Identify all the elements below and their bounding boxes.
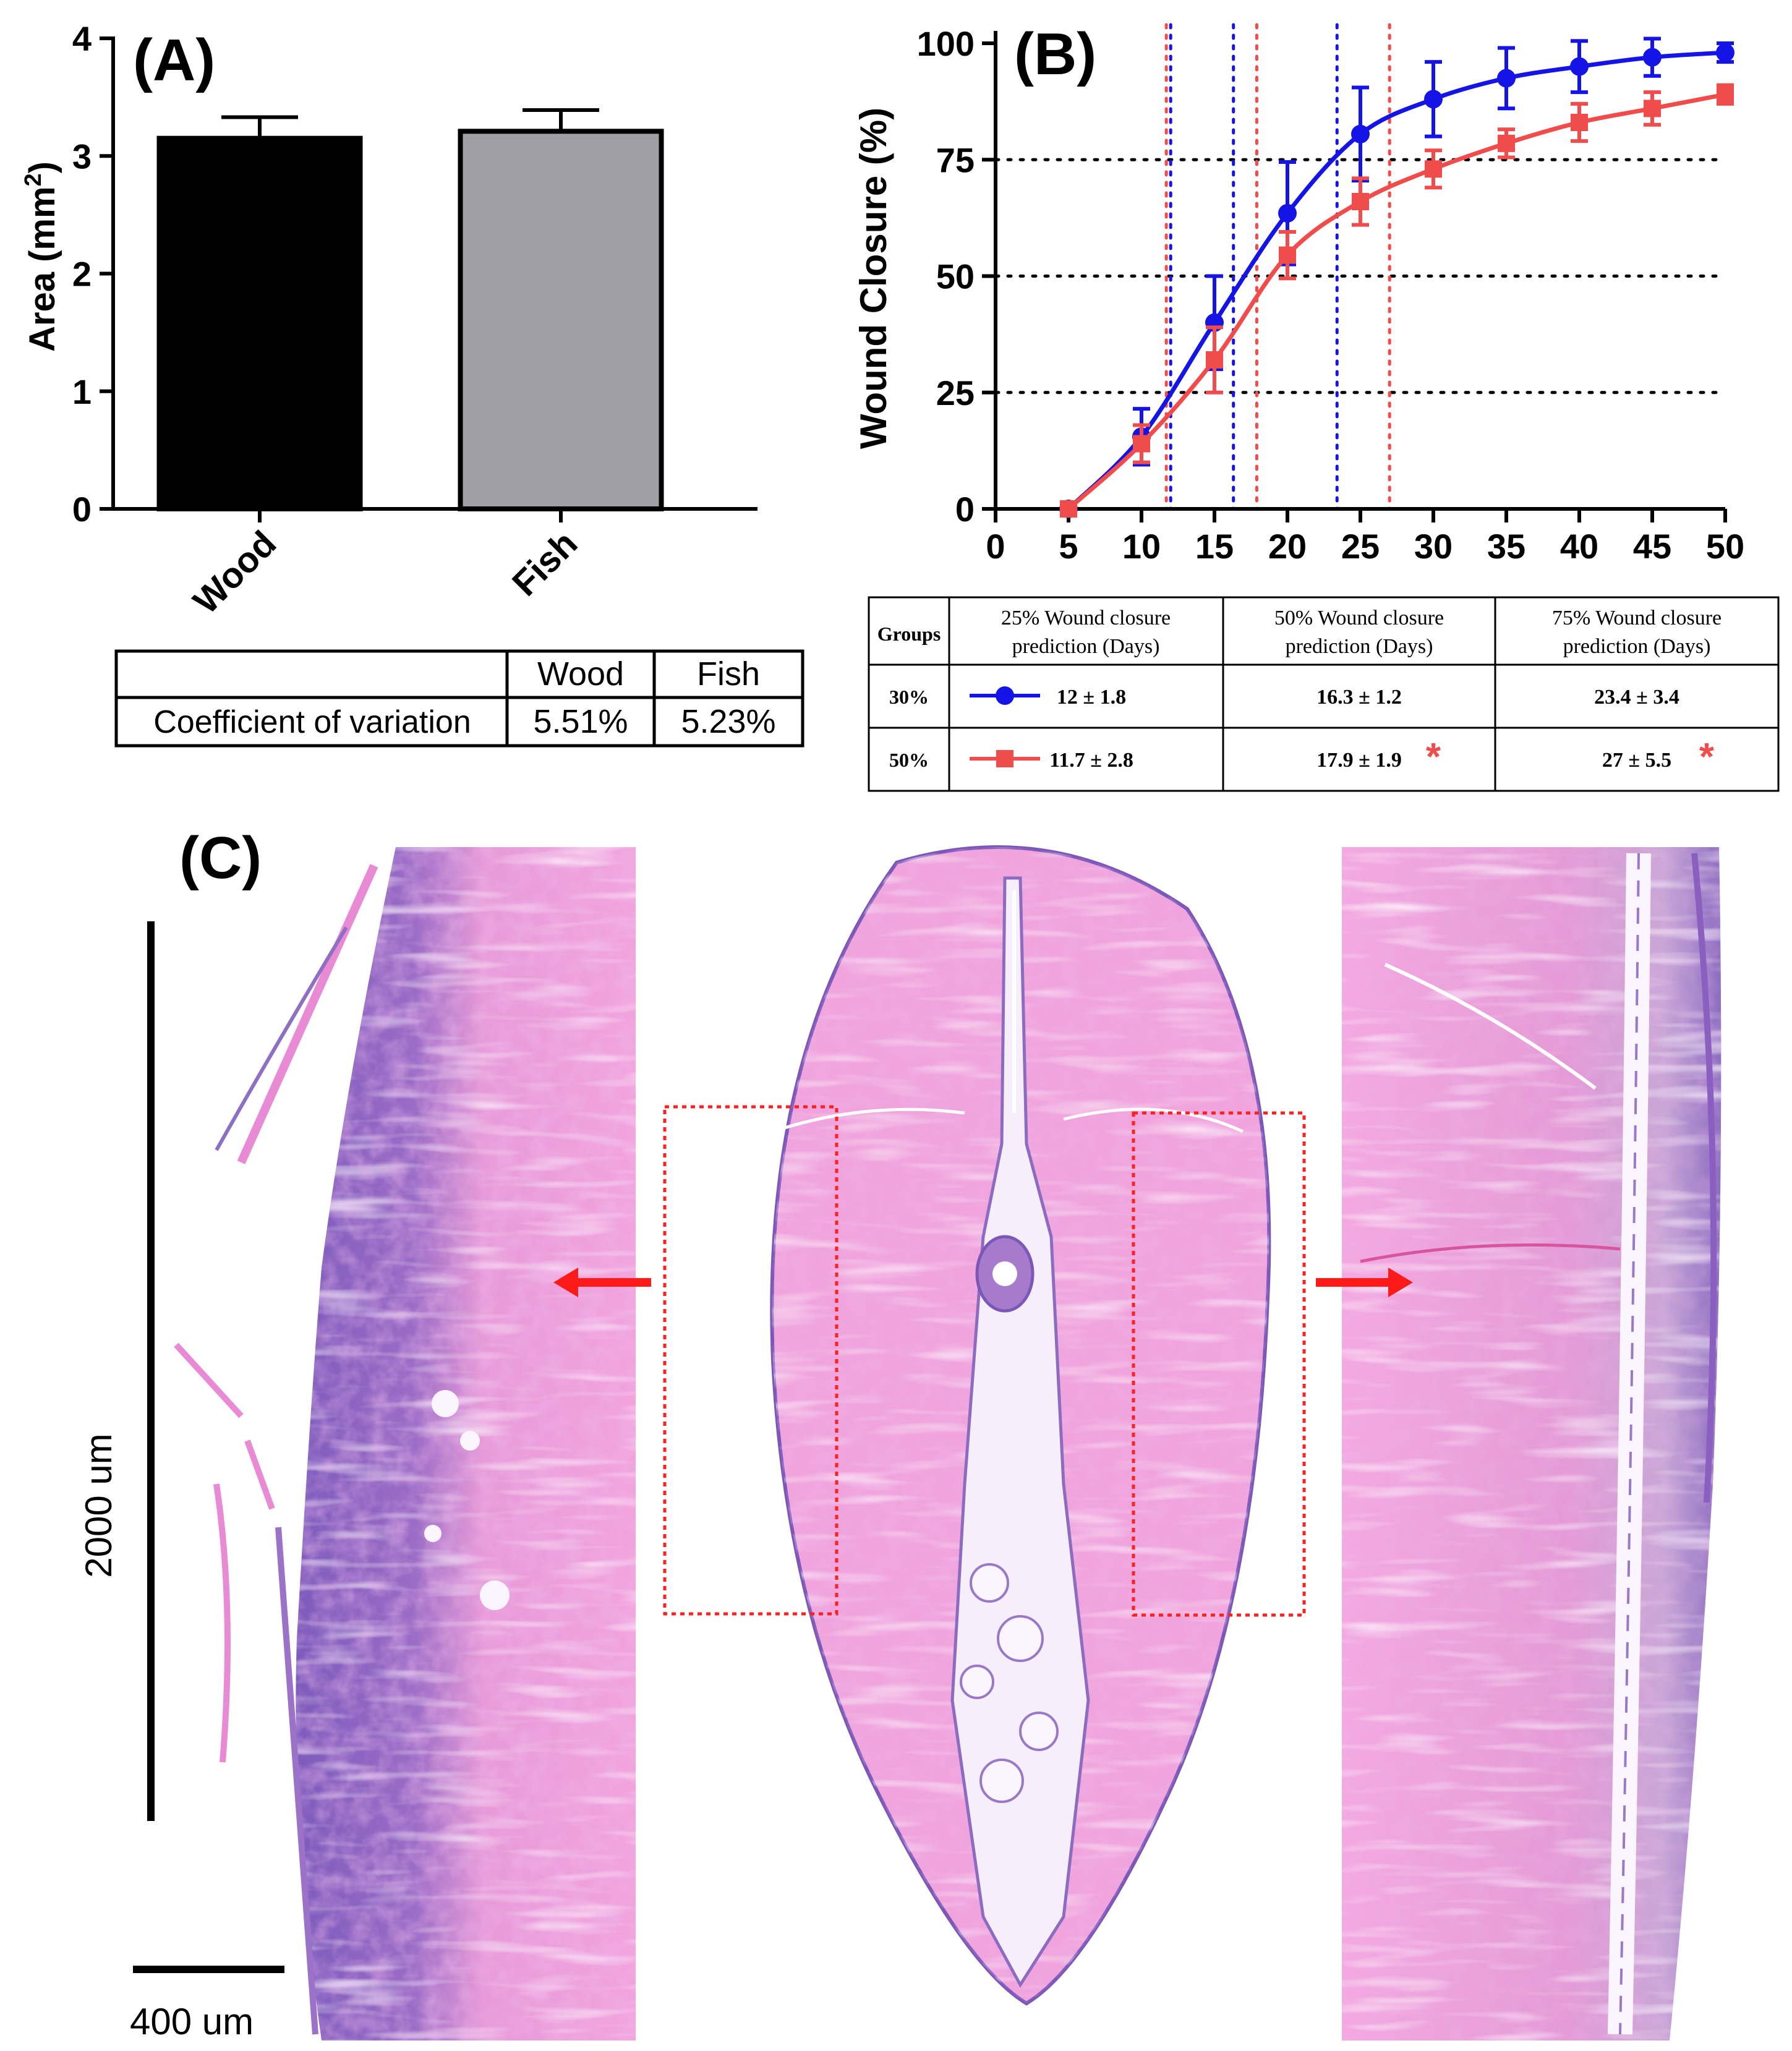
panel-b-x-tick-label: 10 xyxy=(1122,527,1161,566)
table-b-header-75-line1: 75% Wound closure xyxy=(1552,607,1722,629)
panel-b-prediction-table: Groups 25% Wound closure prediction (Day… xyxy=(868,596,1780,792)
right-zoom-selection-box xyxy=(1132,1111,1306,1617)
data-point xyxy=(1279,246,1296,264)
panel-b-x-tick-label: 45 xyxy=(1633,527,1671,566)
panel-b-x-tick-label: 50 xyxy=(1706,527,1744,566)
table-a-value-fish: 5.23% xyxy=(681,703,775,740)
panel-b-line-chart: (B) Wound Closure (%) 0 25 50 75 100 0 5 10 15 20… xyxy=(853,21,1780,792)
data-point xyxy=(1133,435,1150,453)
panel-b-y-axis-label: Wound Closure (%) xyxy=(853,108,894,449)
panel-b-x-tick-label: 35 xyxy=(1487,527,1525,566)
x-tick-label-fish: Fish xyxy=(505,523,585,603)
panel-a-cv-table: Wood Fish Coefficient of variation 5.51%… xyxy=(114,649,804,748)
table-b-groups-header: Groups xyxy=(877,623,941,645)
scale-bar-long-label: 2000 um xyxy=(78,1433,119,1578)
panel-a-y-tick-label: 0 xyxy=(72,490,92,529)
table-a-header-wood: Wood xyxy=(537,655,624,693)
left-zoom-tissue-image xyxy=(174,847,636,2040)
data-point xyxy=(1278,203,1297,223)
table-b-header-75-line2: prediction (Days) xyxy=(1563,635,1711,658)
right-arrow xyxy=(1316,1268,1413,1297)
table-a-row-label: Coefficient of variation xyxy=(153,704,471,740)
panel-b-reference-lines xyxy=(994,158,1727,394)
panel-a-y-tick-label: 2 xyxy=(72,255,92,294)
panel-b-y-tick-label: 0 xyxy=(955,490,975,529)
data-point xyxy=(1570,57,1589,76)
data-point xyxy=(1351,124,1370,143)
panel-a-y-tick-label: 3 xyxy=(72,137,92,176)
data-point xyxy=(1424,90,1443,109)
panel-a-y-axis-label: Area (mm2) xyxy=(20,161,62,352)
panel-c-histology: (C) xyxy=(78,825,1722,2042)
table-b-header-25-line1: 25% Wound closure xyxy=(1001,607,1171,629)
panel-b-x-tick-label: 20 xyxy=(1268,527,1307,566)
panel-b-y-tick-label: 25 xyxy=(936,373,975,412)
left-zoom-selection-box xyxy=(663,1105,838,1616)
panel-b-x-tick-label: 40 xyxy=(1560,527,1598,566)
panel-b-y-tick-label: 75 xyxy=(936,140,975,179)
table-b-row2-25: 11.7 ± 2.8 xyxy=(1049,749,1133,772)
panel-b-x-tick-label: 5 xyxy=(1059,527,1078,566)
table-b-header-50-line1: 50% Wound closure xyxy=(1274,607,1444,629)
table-b-row2-75-significance-star: * xyxy=(1699,736,1715,778)
table-b-row1-group: 30% xyxy=(889,686,929,708)
data-point xyxy=(1498,134,1515,152)
panel-b-y-tick-label: 50 xyxy=(936,257,975,296)
series-50pct xyxy=(1060,83,1734,518)
table-b-row2-legend-marker xyxy=(970,750,1040,767)
table-b-row2-group: 50% xyxy=(889,749,929,771)
panel-b-x-tick-label: 25 xyxy=(1341,527,1380,566)
data-point xyxy=(1717,85,1734,103)
table-b-row1-50: 16.3 ± 1.2 xyxy=(1316,686,1402,709)
right-zoom-tissue-image xyxy=(1342,847,1722,2040)
panel-a-bars xyxy=(156,108,664,512)
bar-fish xyxy=(458,129,664,512)
scale-bar-short-label: 400 um xyxy=(130,2001,254,2042)
table-b-row2-50: 17.9 ± 1.9 xyxy=(1316,749,1402,772)
table-b-row1-25: 12 ± 1.8 xyxy=(1057,686,1126,709)
panel-a-y-ticks: 0 1 2 3 4 xyxy=(72,19,113,529)
x-tick-label-wood: Wood xyxy=(186,523,284,621)
panel-b-label: (B) xyxy=(1014,21,1096,87)
panel-b-x-tick-label: 15 xyxy=(1195,527,1234,566)
center-cross-section-image xyxy=(770,845,1271,2006)
data-point xyxy=(1206,351,1223,369)
table-b-row2-50-significance-star: * xyxy=(1426,736,1441,778)
data-point xyxy=(1352,193,1369,211)
data-point xyxy=(1716,43,1734,62)
table-b-row1-75: 23.4 ± 3.4 xyxy=(1594,686,1679,709)
data-point xyxy=(1643,48,1662,67)
table-b-row1-legend-marker xyxy=(970,686,1040,705)
panel-a-x-tick-labels: Wood Fish xyxy=(186,509,585,621)
panel-a-y-tick-label: 4 xyxy=(72,19,92,58)
series-line-50pct xyxy=(1067,92,1726,511)
panel-b-x-tick-label: 0 xyxy=(986,527,1005,566)
panel-a-y-tick-label: 1 xyxy=(72,372,92,411)
left-arrow xyxy=(553,1268,651,1297)
panel-b-prediction-lines xyxy=(1164,23,1391,511)
table-b-header-50-line2: prediction (Days) xyxy=(1286,635,1433,658)
panel-a-label: (A) xyxy=(133,27,215,93)
bar-wood xyxy=(156,135,363,511)
panel-b-y-tick-label: 100 xyxy=(917,24,975,63)
panel-b-x-tick-label: 30 xyxy=(1414,527,1453,566)
table-a-header-fish: Fish xyxy=(697,655,760,693)
data-point xyxy=(1425,160,1442,178)
panel-a-bar-chart: (A) Area (mm2) 0 1 2 3 4 Wood Fish Wood Fish … xyxy=(20,19,804,748)
panel-b-series xyxy=(1059,36,1734,518)
table-b-row2-75: 27 ± 5.5 xyxy=(1602,749,1671,772)
data-point xyxy=(1644,100,1661,117)
data-point xyxy=(1571,114,1588,132)
data-point xyxy=(1060,500,1077,518)
panel-c-label: (C) xyxy=(179,825,262,891)
table-b-header-25-line2: prediction (Days) xyxy=(1012,635,1160,658)
panel-b-axes: 0 25 50 75 100 0 5 10 15 20 25 30 35 40 45 50 xyxy=(917,24,1745,566)
data-point xyxy=(1497,69,1516,88)
table-a-value-wood: 5.51% xyxy=(533,703,628,740)
